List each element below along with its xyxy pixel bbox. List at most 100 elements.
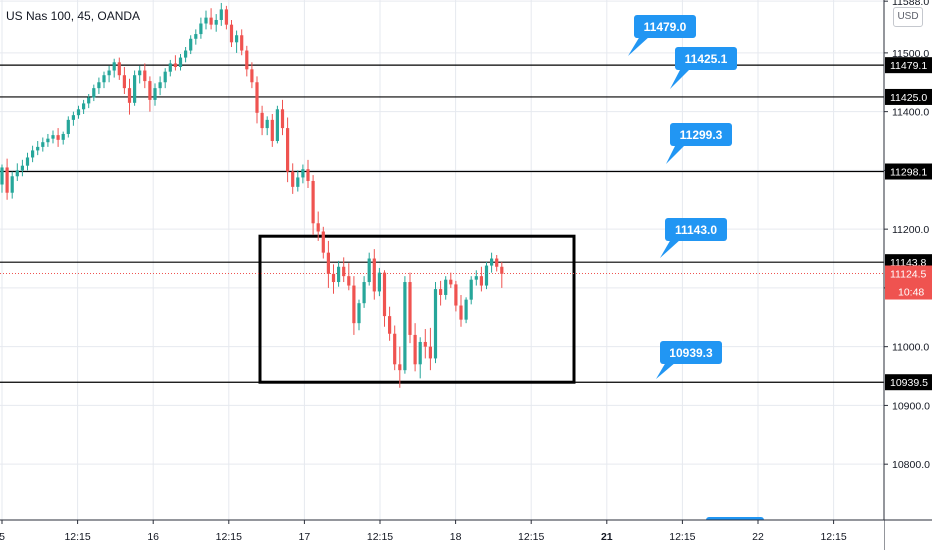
candle-body	[280, 109, 285, 129]
level-badge-label: 11298.1	[890, 167, 927, 179]
candle	[398, 346, 402, 388]
candle-body	[5, 167, 9, 193]
price-callout: 11143.0	[660, 218, 727, 258]
candle	[76, 105, 81, 119]
candle	[367, 252, 371, 286]
candle	[235, 30, 239, 53]
level-price-badge: 11425.0	[885, 88, 932, 105]
candle	[342, 257, 346, 283]
callout-pointer	[670, 68, 691, 89]
candle	[148, 76, 152, 112]
candle	[87, 94, 91, 109]
candle	[270, 113, 274, 147]
candle	[107, 65, 111, 83]
candle-body	[194, 34, 198, 39]
candle-body	[56, 135, 60, 140]
level-price-badge: 11298.1	[885, 163, 932, 180]
candle-body	[153, 88, 157, 100]
candle-body	[454, 284, 458, 306]
current-price-bg	[885, 265, 932, 300]
callout-box	[675, 47, 737, 70]
candle-body	[102, 75, 106, 83]
candle	[280, 99, 285, 136]
candle-body	[439, 289, 443, 295]
candle-body	[122, 75, 126, 89]
candle-body	[127, 88, 132, 103]
candle-body	[36, 146, 40, 151]
candle	[347, 263, 351, 291]
candle	[337, 260, 341, 287]
candle-body	[25, 157, 30, 166]
level-price-badge: 11479.1	[885, 57, 932, 74]
candle-body	[250, 69, 254, 83]
candle-body	[474, 276, 478, 280]
level-badge-label: 11425.0	[890, 92, 927, 104]
candle-body	[311, 180, 315, 224]
candle	[291, 163, 295, 194]
candle	[382, 270, 387, 327]
candle-body	[260, 112, 264, 129]
level-badge-label: 11479.1	[890, 60, 927, 72]
candle	[209, 8, 213, 30]
x-tick-label: 12:15	[216, 531, 242, 543]
currency-badge[interactable]: USD	[893, 7, 923, 27]
candle	[204, 10, 208, 30]
callout-label: 11299.3	[680, 128, 723, 142]
callout-pointer	[656, 362, 676, 379]
candle	[5, 158, 9, 200]
current-price-label: 11124.5	[890, 269, 927, 281]
x-tick-label: 12:15	[518, 531, 544, 543]
candle-body	[87, 97, 91, 104]
candle	[214, 14, 218, 32]
candle	[71, 111, 75, 126]
candle	[500, 262, 504, 288]
candle-body	[82, 103, 86, 110]
candle-body	[296, 177, 300, 187]
candle	[138, 65, 142, 84]
candle	[413, 323, 417, 372]
price-callout: 11425.1	[670, 47, 737, 89]
candle	[403, 276, 407, 374]
candle-body	[255, 82, 259, 113]
candle	[25, 152, 30, 171]
candle	[250, 62, 254, 89]
candle	[393, 325, 397, 371]
candle-body	[31, 150, 35, 158]
candle	[490, 252, 494, 273]
candle-body	[235, 35, 239, 43]
candle-body	[388, 316, 392, 334]
candle	[97, 77, 101, 95]
symbol-legend: US Nas 100, 45, OANDA	[6, 9, 141, 23]
candle	[56, 128, 60, 147]
candle-body	[495, 258, 499, 267]
candle	[127, 78, 132, 115]
candle-body	[275, 109, 279, 142]
candle	[163, 68, 167, 89]
y-tick-label: 11588.0	[892, 0, 929, 8]
candle	[92, 84, 96, 102]
candle-body	[46, 138, 50, 143]
candle	[240, 29, 244, 56]
candle-body	[357, 303, 361, 324]
candle-body	[133, 75, 137, 103]
candle-body	[265, 119, 269, 129]
candle	[433, 282, 438, 364]
candle	[245, 45, 249, 77]
candle-body	[97, 82, 101, 89]
candle-body	[92, 88, 96, 98]
candle	[326, 240, 330, 288]
candle	[352, 276, 356, 335]
candle	[454, 280, 458, 312]
y-tick-label: 11400.0	[892, 107, 929, 119]
candle-body	[245, 50, 249, 70]
price-callout: 11479.0	[628, 15, 696, 56]
candle	[184, 47, 188, 63]
candle	[219, 2, 223, 26]
candle	[66, 116, 70, 138]
candle-body	[112, 62, 116, 71]
current-price-badge: 11124.5 10:48	[885, 265, 932, 300]
level-price-badge: 10939.5	[885, 374, 932, 391]
callout-pointer	[628, 36, 650, 56]
candle	[255, 76, 259, 124]
